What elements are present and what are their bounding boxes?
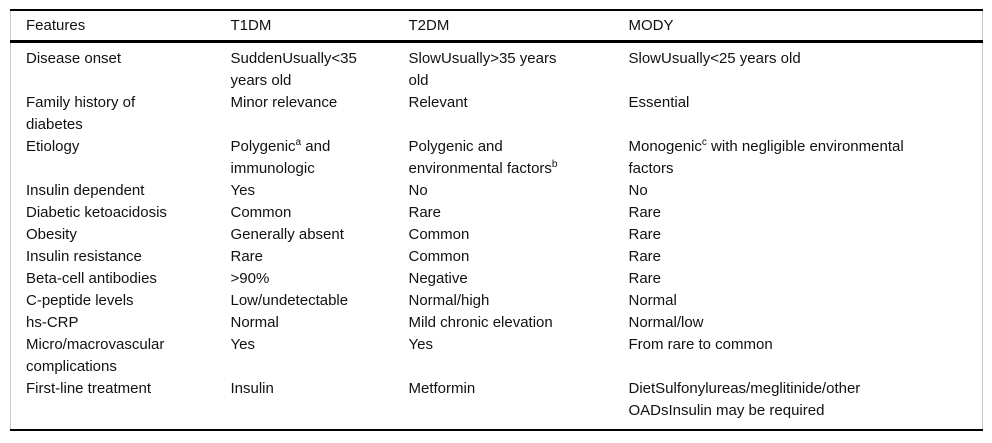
- diabetes-comparison-table: Features T1DM T2DM MODY Disease onset Su…: [10, 9, 983, 431]
- t1dm-cell: >90%: [230, 270, 270, 287]
- feature-cell: Etiology: [26, 138, 80, 155]
- t2dm-cell: No: [408, 182, 428, 199]
- t2dm-cell: Metformin: [408, 380, 476, 397]
- table-row-obesity: Obesity Generally absent Common Rare: [11, 224, 983, 246]
- t2dm-cell: Negative: [408, 270, 468, 287]
- t1dm-cell: Low/undetectable: [230, 292, 349, 309]
- feature-cell: Beta-cell antibodies: [26, 270, 157, 287]
- feature-cell: Diabetic ketoacidosis: [26, 204, 167, 221]
- t2dm-cell: Polygenic and environmental factorsb: [408, 138, 558, 177]
- mody-cell: Rare: [628, 248, 662, 265]
- feature-cell: First-line treatment: [26, 380, 152, 397]
- feature-cell: Insulin resistance: [26, 248, 142, 265]
- table-row-diabetic-ketoacidosis: Diabetic ketoacidosis Common Rare Rare: [11, 202, 983, 224]
- t1dm-cell: Polygenica and immunologic: [230, 137, 331, 178]
- table-row-first-line-treatment: First-line treatment Insulin Metformin D…: [11, 378, 983, 430]
- mody-cell: Rare: [628, 204, 662, 221]
- t1dm-cell: SuddenUsually<35 years old: [230, 50, 357, 89]
- table-row-family-history: Family history of diabetes Minor relevan…: [11, 92, 983, 136]
- feature-cell: C-peptide levels: [26, 292, 134, 309]
- t1dm-cell: Generally absent: [230, 226, 344, 243]
- mody-cell: Rare: [628, 270, 662, 287]
- mody-cell: Essential: [628, 94, 690, 111]
- t2dm-cell: Common: [408, 226, 470, 243]
- header-row: Features T1DM T2DM MODY: [10, 10, 983, 43]
- mody-cell: Normal: [628, 292, 677, 309]
- table-row-c-peptide-levels: C-peptide levels Low/undetectable Normal…: [11, 290, 983, 312]
- t2dm-cell: Yes: [408, 336, 433, 353]
- mody-cell: No: [628, 182, 648, 199]
- table-row-beta-cell-antibodies: Beta-cell antibodies >90% Negative Rare: [11, 268, 983, 290]
- feature-cell: Insulin dependent: [26, 182, 145, 199]
- column-header-t2dm: T2DM: [393, 10, 614, 43]
- t1dm-cell: Common: [230, 204, 292, 221]
- feature-cell: hs-CRP: [26, 314, 79, 331]
- t1dm-cell: Insulin: [230, 380, 274, 397]
- feature-cell: Family history of diabetes: [26, 94, 136, 133]
- mody-cell: DietSulfonylureas/meglitinide/other OADs…: [628, 380, 861, 419]
- t2dm-cell: Common: [408, 248, 470, 265]
- table-row-micro-macrovascular: Micro/macrovascular complications Yes Ye…: [11, 334, 983, 378]
- t2dm-cell: Normal/high: [408, 292, 490, 309]
- t1dm-cell: Minor relevance: [230, 94, 338, 111]
- column-header-mody: MODY: [613, 10, 983, 43]
- column-header-t1dm: T1DM: [215, 10, 394, 43]
- t2dm-cell: Rare: [408, 204, 442, 221]
- feature-cell: Disease onset: [26, 50, 122, 67]
- table-row-insulin-dependent: Insulin dependent Yes No No: [11, 180, 983, 202]
- mody-cell: SlowUsually<25 years old: [628, 50, 801, 67]
- table-row-disease-onset: Disease onset SuddenUsually<35 years old…: [11, 42, 983, 93]
- column-header-features: Features: [10, 10, 216, 43]
- mody-cell: Normal/low: [628, 314, 704, 331]
- t1dm-cell: Rare: [230, 248, 264, 265]
- mody-cell: Rare: [628, 226, 662, 243]
- table-row-insulin-resistance: Insulin resistance Rare Common Rare: [11, 246, 983, 268]
- t2dm-cell: Relevant: [408, 94, 468, 111]
- mody-cell: Monogenicc with negligible environmental…: [628, 137, 904, 178]
- t2dm-cell: SlowUsually>35 years old: [408, 50, 557, 89]
- t2dm-cell: Mild chronic elevation: [408, 314, 553, 331]
- t1dm-cell: Yes: [230, 336, 255, 353]
- feature-cell: Obesity: [26, 226, 77, 243]
- feature-cell: Micro/macrovascular complications: [26, 336, 165, 375]
- table-row-etiology: Etiology Polygenica and immunologic Poly…: [11, 136, 983, 180]
- t1dm-cell: Normal: [230, 314, 279, 331]
- mody-cell: From rare to common: [628, 336, 773, 353]
- table-row-hs-crp: hs-CRP Normal Mild chronic elevation Nor…: [11, 312, 983, 334]
- t1dm-cell: Yes: [230, 182, 255, 199]
